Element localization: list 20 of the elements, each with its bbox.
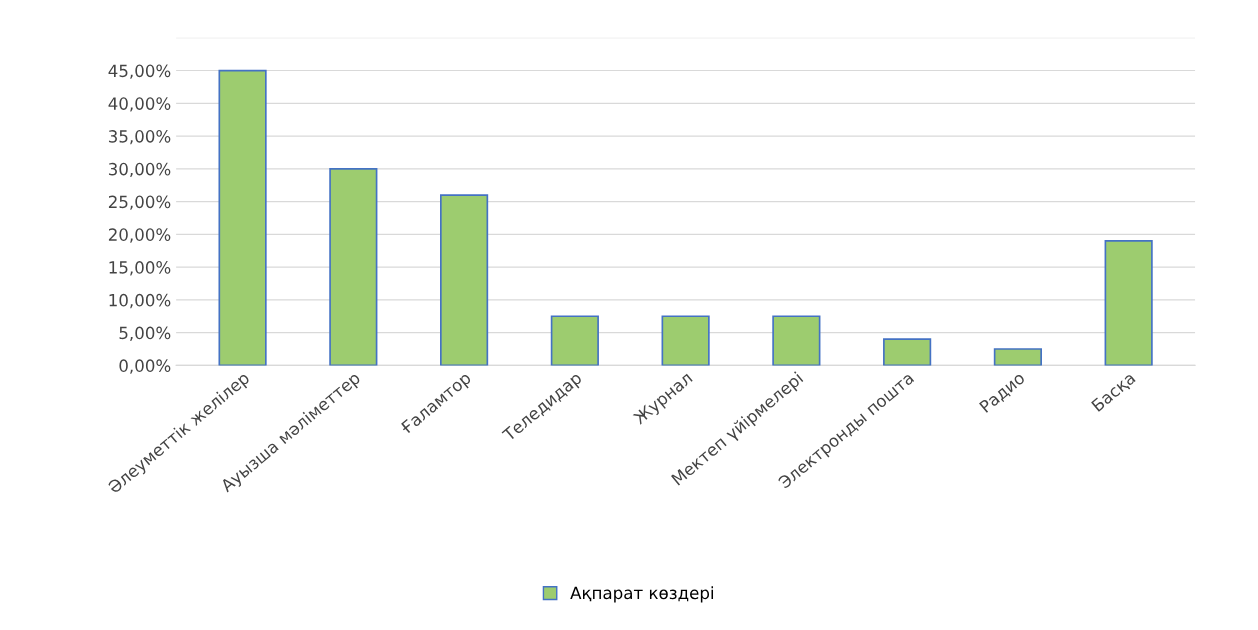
y-tick-label: 10,00% [109, 293, 171, 309]
legend-label: Ақпарат көздері [570, 586, 714, 603]
bar [218, 69, 267, 366]
bar [772, 315, 821, 366]
y-tick-label: 25,00% [108, 195, 171, 210]
y-tick-label: 20,00% [108, 228, 171, 243]
y-tick-label: 35,00% [108, 130, 171, 145]
bar [329, 168, 378, 366]
y-tick-label: 30,00% [108, 162, 171, 178]
bar [661, 315, 710, 366]
bar [439, 194, 489, 366]
y-tick-label: 40,00% [108, 97, 171, 112]
bar [993, 348, 1042, 366]
bar [1104, 240, 1153, 366]
bar [883, 338, 932, 366]
y-tick-label: 45,00% [108, 64, 171, 79]
bar [550, 315, 599, 366]
y-tick-label: 15,00% [109, 261, 171, 276]
y-tick-label: 0,00% [119, 359, 171, 374]
y-tick-label: 5,00% [119, 326, 171, 341]
